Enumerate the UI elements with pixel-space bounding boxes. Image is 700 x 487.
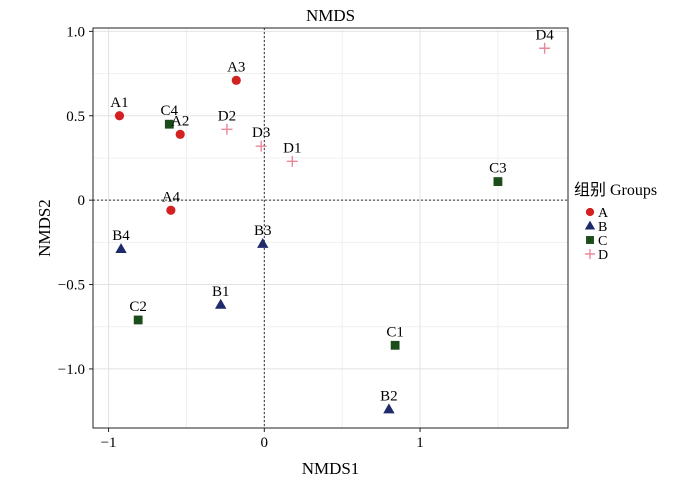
y-tick-label: −0.5 — [58, 278, 85, 294]
x-tick-label: −1 — [101, 435, 117, 451]
point-label-a2: A2 — [171, 113, 189, 129]
point-d2 — [221, 123, 233, 135]
point-d3 — [255, 140, 267, 152]
point-a3 — [231, 75, 241, 85]
point-label-d3: D3 — [252, 125, 270, 141]
point-a2 — [175, 129, 185, 139]
y-tick-label: 1.0 — [66, 24, 85, 40]
x-tick-label: 1 — [416, 435, 424, 451]
chart-title: NMDS — [306, 6, 355, 25]
legend-label-a: A — [598, 206, 609, 221]
y-tick-label: −1.0 — [58, 362, 85, 378]
point-c2 — [133, 315, 143, 325]
reference-lines — [93, 28, 568, 428]
grid-layer — [93, 28, 568, 428]
legend-key-b — [584, 220, 596, 230]
point-b3 — [257, 238, 269, 248]
point-b4 — [115, 243, 127, 253]
point-label-a1: A1 — [110, 95, 128, 111]
legend-title: 组别 Groups — [574, 181, 657, 199]
x-tick-label: 0 — [261, 435, 269, 451]
point-a4 — [166, 205, 176, 215]
point-b1 — [215, 298, 227, 309]
x-axis-title: NMDS1 — [302, 459, 360, 478]
point-b2 — [383, 403, 395, 414]
point-c3 — [493, 177, 503, 186]
point-label-b1: B1 — [212, 284, 230, 300]
point-label-a4: A4 — [162, 189, 181, 205]
point-c4 — [164, 119, 174, 129]
point-d4 — [539, 42, 551, 54]
point-label-d4: D4 — [535, 27, 554, 43]
point-labels: A1 A2 A3 A4 B1 B2 B3 B4 C1 C2 C3 C4 D1 D2 D3 D4 — [110, 27, 554, 404]
point-label-b2: B2 — [380, 388, 398, 404]
legend-key-d — [585, 249, 595, 259]
point-label-c3: C3 — [489, 161, 507, 177]
legend-label-d: D — [598, 248, 608, 263]
y-tick-label: 0.5 — [66, 109, 85, 125]
legend-label-b: B — [598, 220, 607, 235]
legend-label-c: C — [598, 234, 607, 249]
legend-key-a — [585, 207, 595, 217]
point-label-c4: C4 — [161, 103, 179, 119]
axis-ticks: −1 0 1 −1.0 −0.5 0 0.5 1.0 — [58, 24, 424, 451]
point-label-b3: B3 — [254, 223, 272, 239]
point-label-c2: C2 — [129, 299, 147, 315]
data-points — [114, 42, 551, 414]
point-label-a3: A3 — [227, 59, 245, 75]
point-d1 — [286, 155, 298, 167]
y-tick-label: 0 — [78, 193, 86, 209]
plot-frame — [92, 27, 569, 429]
point-c1 — [390, 340, 400, 350]
legend-key-c — [586, 236, 594, 244]
point-label-d1: D1 — [283, 140, 301, 156]
point-a1 — [114, 111, 125, 121]
point-label-d2: D2 — [218, 108, 236, 124]
y-axis-title: NMDS2 — [35, 199, 54, 257]
point-label-c1: C1 — [386, 324, 404, 340]
point-label-b4: B4 — [112, 228, 130, 244]
